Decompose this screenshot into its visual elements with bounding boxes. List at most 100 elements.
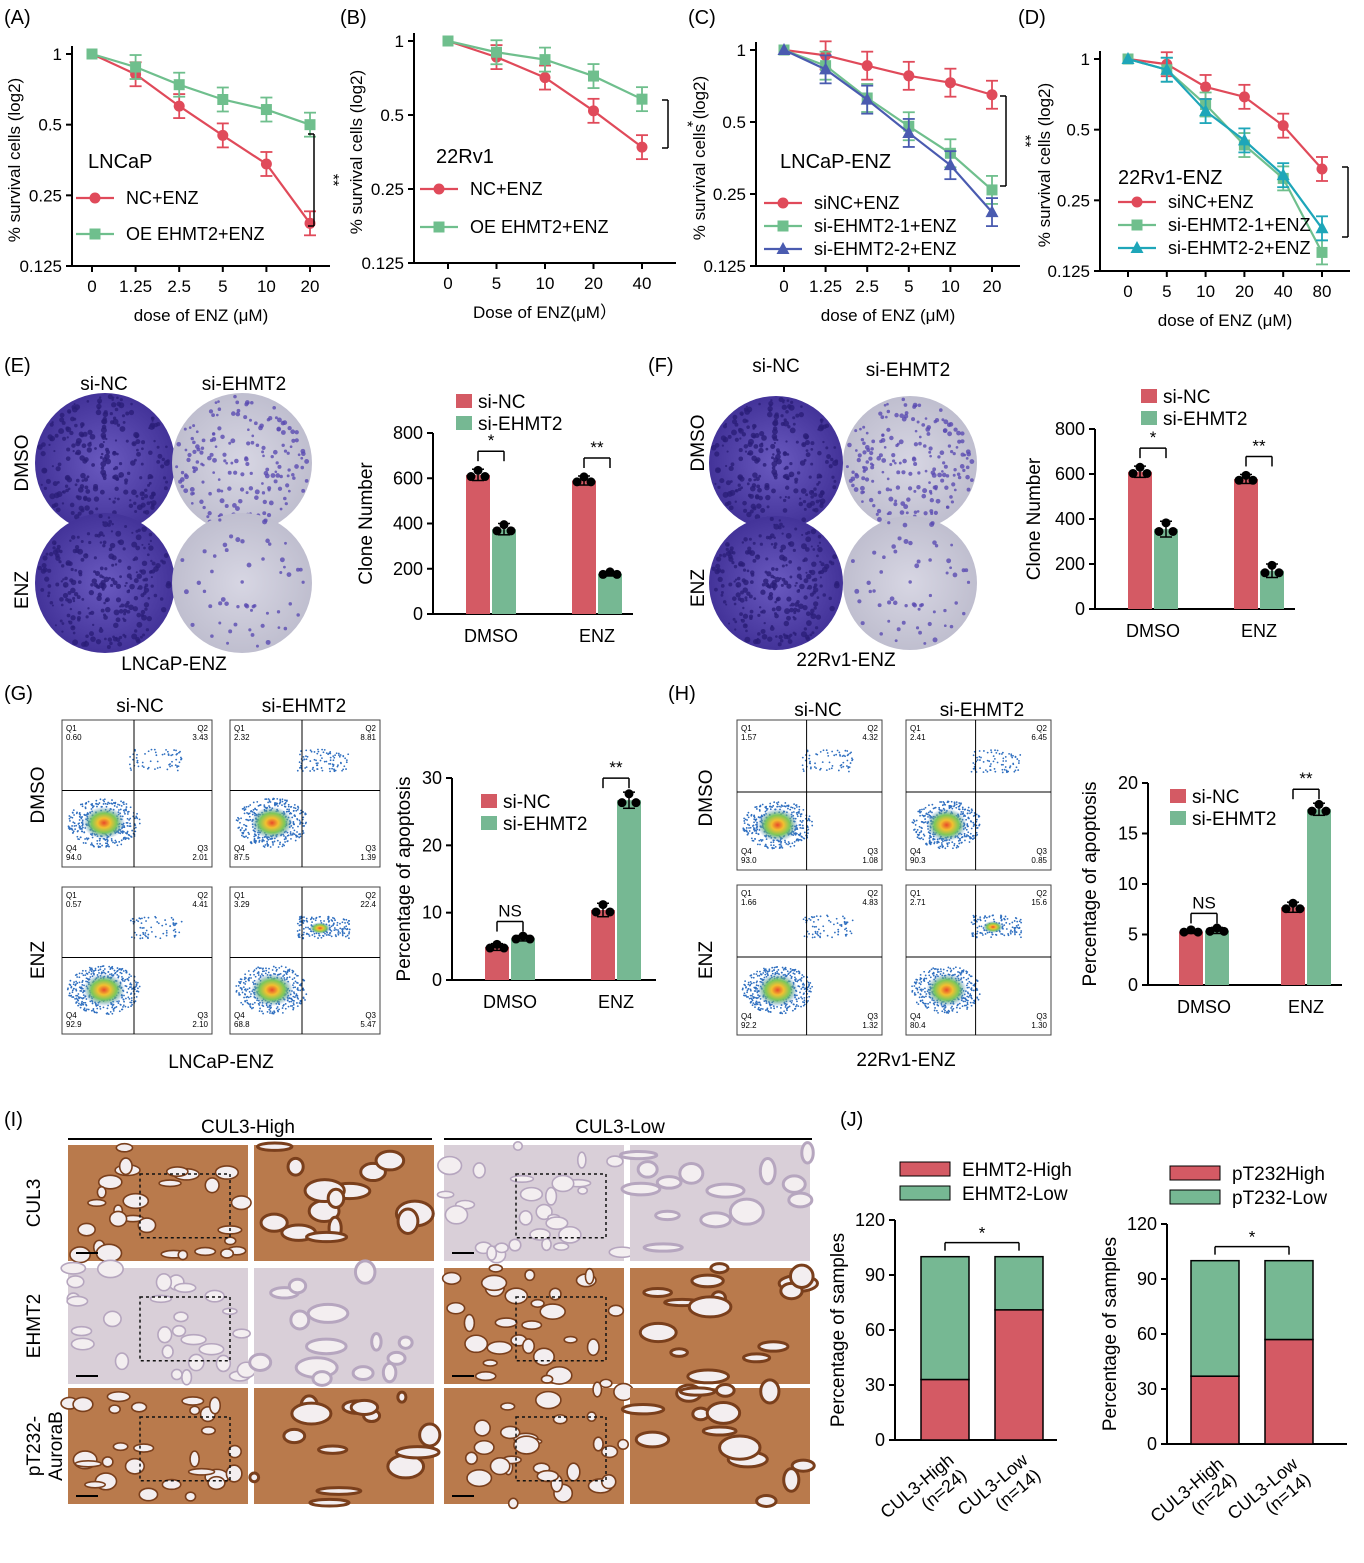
colony bbox=[65, 426, 72, 433]
colony bbox=[255, 644, 259, 648]
y-tick-label: 0.125 bbox=[703, 257, 746, 276]
event-dot bbox=[299, 821, 302, 824]
colony bbox=[962, 611, 966, 616]
replicate-dot bbox=[1307, 806, 1317, 816]
event-dot bbox=[339, 754, 342, 756]
event-dot bbox=[135, 815, 138, 818]
colony bbox=[929, 454, 932, 458]
event-dot bbox=[116, 806, 118, 808]
colony bbox=[66, 613, 71, 618]
event-dot bbox=[103, 800, 106, 803]
event-dot bbox=[798, 808, 801, 811]
y-tick-label: 0.5 bbox=[380, 106, 404, 125]
colony bbox=[728, 505, 734, 511]
event-dot bbox=[283, 844, 286, 847]
event-dot bbox=[289, 832, 292, 835]
colony bbox=[116, 423, 121, 427]
event-dot bbox=[90, 1009, 93, 1012]
colony bbox=[880, 438, 886, 443]
event-dot bbox=[313, 758, 316, 761]
x-tick-label: 40 bbox=[1274, 282, 1293, 301]
x-tick-label: 0 bbox=[443, 274, 452, 293]
event-dot bbox=[242, 807, 245, 810]
colony bbox=[744, 450, 748, 453]
event-dot bbox=[302, 933, 305, 936]
event-dot bbox=[333, 768, 335, 771]
event-dot bbox=[122, 1006, 124, 1008]
colony bbox=[761, 609, 766, 614]
colony bbox=[745, 599, 748, 602]
colony bbox=[152, 426, 155, 429]
event-dot bbox=[269, 1010, 272, 1013]
event-dot bbox=[141, 761, 144, 764]
event-dot bbox=[785, 842, 788, 845]
colony bbox=[714, 451, 720, 457]
colony bbox=[227, 486, 232, 491]
colony bbox=[947, 444, 952, 448]
event-dot bbox=[72, 809, 75, 812]
event-dot bbox=[114, 971, 117, 974]
colony bbox=[214, 445, 218, 448]
colony bbox=[784, 465, 789, 470]
colony bbox=[132, 606, 138, 612]
event-dot bbox=[126, 831, 129, 834]
colony bbox=[240, 580, 244, 584]
x-tick-label: ENZ bbox=[579, 626, 615, 646]
plate-disc bbox=[172, 393, 312, 533]
colony bbox=[921, 423, 926, 427]
colony bbox=[135, 571, 138, 574]
colony bbox=[57, 462, 62, 467]
colony bbox=[719, 478, 725, 484]
event-dot bbox=[290, 1000, 293, 1003]
colony bbox=[195, 460, 200, 464]
event-dot bbox=[310, 917, 313, 920]
colony bbox=[860, 437, 865, 442]
event-dot bbox=[239, 828, 242, 831]
colony bbox=[118, 635, 123, 640]
colony bbox=[195, 430, 199, 434]
quadrant-value: Q1 0.57 bbox=[66, 891, 82, 909]
colony bbox=[854, 472, 859, 477]
event-dot bbox=[126, 991, 129, 994]
colony bbox=[916, 559, 921, 564]
legend-label: si-EHMT2 bbox=[1192, 809, 1276, 830]
colony bbox=[250, 400, 254, 405]
density-core bbox=[251, 973, 293, 1007]
colony bbox=[744, 596, 748, 600]
colony bbox=[780, 414, 784, 418]
event-dot bbox=[82, 974, 85, 977]
event-dot bbox=[299, 833, 302, 835]
colony bbox=[798, 412, 804, 418]
event-dot bbox=[296, 930, 299, 932]
event-dot bbox=[102, 799, 105, 802]
y-tick-label: 20 bbox=[1118, 773, 1138, 793]
event-dot bbox=[753, 815, 755, 818]
event-dot bbox=[293, 829, 296, 832]
colony bbox=[248, 486, 254, 491]
event-dot bbox=[950, 800, 953, 803]
event-dot bbox=[764, 843, 767, 846]
event-dot bbox=[343, 765, 346, 768]
colony bbox=[55, 547, 61, 554]
colony bbox=[126, 600, 130, 605]
row-label: ENZ bbox=[12, 571, 33, 609]
colony bbox=[891, 544, 896, 549]
colony bbox=[876, 456, 882, 461]
colony bbox=[146, 501, 151, 506]
colony bbox=[741, 541, 745, 544]
event-dot bbox=[807, 817, 810, 820]
colony bbox=[209, 452, 214, 457]
event-dot bbox=[113, 805, 116, 807]
colony-plate bbox=[843, 396, 977, 530]
colony bbox=[179, 477, 185, 482]
colony bbox=[240, 539, 245, 544]
event-dot bbox=[848, 770, 850, 773]
label-line: Q2 bbox=[365, 724, 376, 733]
colony bbox=[108, 520, 113, 524]
y-axis-title: Clone Number bbox=[356, 462, 377, 585]
legend-swatch bbox=[1170, 811, 1186, 825]
y-tick-label: 600 bbox=[1055, 464, 1085, 484]
event-dot bbox=[250, 977, 252, 979]
colony bbox=[124, 525, 128, 529]
